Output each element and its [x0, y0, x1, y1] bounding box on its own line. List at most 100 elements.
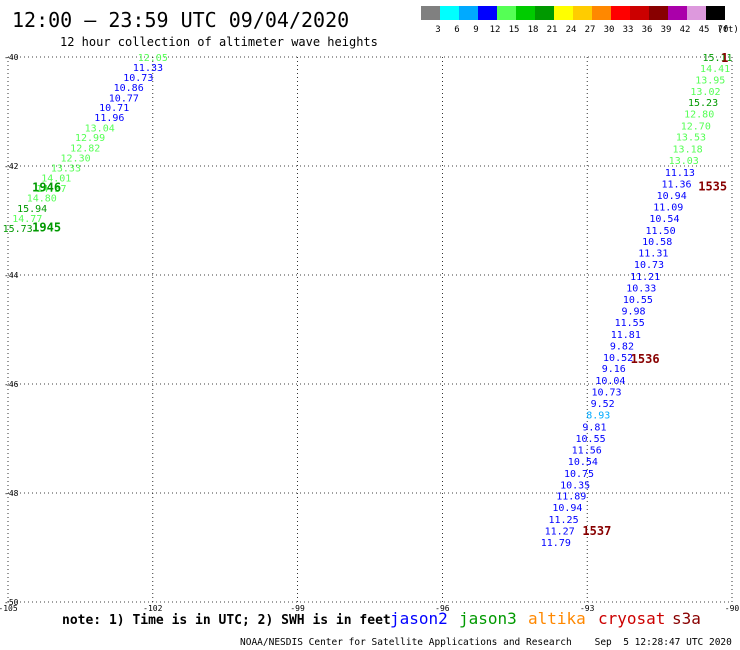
wave-height-points: 12.0511.3310.7310.8610.7710.7111.9613.04… — [3, 53, 733, 549]
legend-label: 45 — [699, 25, 710, 35]
legend-label: 30 — [604, 25, 615, 35]
wave-height-value: 10.86 — [114, 83, 144, 94]
wave-height-value: 11.55 — [615, 318, 645, 329]
satellite-label-jason3: jason3 — [459, 609, 517, 628]
lat-tick-label: -48 — [4, 489, 19, 498]
legend-swatch — [554, 6, 573, 20]
wave-height-value: 12.80 — [684, 110, 714, 121]
legend-label: 42 — [680, 25, 691, 35]
wave-height-value: 10.73 — [123, 73, 153, 84]
wave-height-value: 13.03 — [669, 156, 699, 167]
wave-height-value: 10.73 — [591, 388, 621, 399]
wave-height-value: 9.82 — [610, 341, 634, 352]
wave-height-value: 11.09 — [653, 202, 683, 213]
wave-height-value: 11.27 — [545, 527, 575, 538]
wave-height-value: 10.94 — [552, 503, 582, 514]
wave-height-value: 15.23 — [688, 98, 718, 109]
axis-labels: -40 -42 -44 -46 -48 -50-105 -102 -99 -96 -93 -90 — [0, 53, 739, 613]
wave-height-value: 10.75 — [564, 469, 594, 480]
wave-height-value: 10.55 — [576, 434, 606, 445]
lat-tick-label: -40 — [4, 53, 19, 62]
time-label: 1535 — [698, 180, 727, 194]
color-legend: 3 6 9 12 15 18 21 24 27 30 33 36 39 42 45 70(ft) — [421, 6, 739, 35]
wave-height-value: 10.54 — [649, 214, 679, 225]
wave-height-value: 11.56 — [572, 445, 602, 456]
wave-height-value: 15.11 — [702, 53, 732, 64]
wave-height-value: 12.82 — [70, 143, 100, 154]
wave-height-value: 10.71 — [99, 103, 129, 114]
lon-tick-label: -102 — [143, 604, 162, 613]
wave-height-value: 13.04 — [85, 123, 115, 134]
wave-height-value: 9.52 — [591, 399, 615, 410]
wave-height-value: 13.33 — [51, 164, 81, 175]
wave-height-value: 15.73 — [3, 224, 33, 235]
legend-label: 3 — [435, 25, 440, 35]
wave-height-value: 14.37 — [36, 184, 66, 195]
legend-label: 24 — [566, 25, 577, 35]
legend-swatch — [497, 6, 516, 20]
wave-height-value: 11.36 — [661, 179, 691, 190]
wave-height-value: 8.93 — [586, 411, 610, 422]
wave-height-value: 12.70 — [681, 122, 711, 133]
legend-label: 39 — [661, 25, 672, 35]
legend-label: 70 — [718, 25, 729, 35]
lon-tick-label: -90 — [725, 604, 740, 613]
wave-height-value: 13.18 — [673, 145, 703, 156]
lat-tick-label: -50 — [4, 598, 19, 607]
wave-height-value: 9.16 — [602, 364, 626, 375]
wave-height-value: 12.99 — [75, 133, 105, 144]
satellite-label-altika: altika — [528, 609, 586, 628]
legend-swatch — [668, 6, 687, 20]
wave-height-value: 15.94 — [17, 204, 47, 215]
wave-height-value: 14.80 — [27, 194, 57, 205]
legend-label: 33 — [623, 25, 634, 35]
legend-swatch — [421, 6, 440, 20]
chart-subtitle: 12 hour collection of altimeter wave hei… — [60, 35, 378, 49]
wave-height-value: 11.79 — [541, 538, 571, 549]
legend-label: 12 — [490, 25, 501, 35]
legend-swatch — [630, 6, 649, 20]
lat-tick-label: -44 — [4, 271, 19, 280]
wave-height-value: 9.98 — [621, 306, 645, 317]
wave-height-value: 10.33 — [626, 284, 656, 295]
legend-label: 6 — [454, 25, 459, 35]
wave-height-value: 11.21 — [630, 272, 660, 283]
footer-credit: NOAA/NESDIS Center for Satellite Applica… — [240, 637, 732, 648]
lon-tick-label: -99 — [290, 604, 305, 613]
legend-label: 15 — [509, 25, 520, 35]
satellite-label-cryosat: cryosat — [598, 609, 665, 628]
time-label: 1945 — [32, 220, 61, 234]
wave-height-value: 10.04 — [595, 376, 625, 387]
wave-height-value: 12.05 — [138, 53, 168, 64]
wave-height-value: 10.58 — [642, 237, 672, 248]
time-label: 1537 — [582, 524, 611, 538]
wave-height-value: 10.77 — [109, 93, 139, 104]
legend-swatch — [459, 6, 478, 20]
chart-title: 12:00 – 23:59 UTC 09/04/2020 — [12, 8, 349, 32]
legend-swatch — [592, 6, 611, 20]
wave-height-value: 11.33 — [133, 63, 163, 74]
legend-label: 9 — [473, 25, 478, 35]
wave-height-value: 13.02 — [690, 87, 720, 98]
wave-height-value: 10.54 — [568, 457, 598, 468]
lon-tick-label: -93 — [580, 604, 595, 613]
wave-height-value: 10.55 — [623, 295, 653, 306]
wave-height-value: 11.31 — [638, 249, 668, 260]
legend-swatch — [649, 6, 668, 20]
wave-height-value: 11.89 — [556, 492, 586, 503]
legend-swatch — [535, 6, 554, 20]
time-label: 1 — [721, 51, 728, 65]
wave-height-value: 14.41 — [700, 64, 730, 75]
legend-swatch — [611, 6, 630, 20]
legend-label: 36 — [642, 25, 653, 35]
lat-tick-label: -42 — [4, 162, 19, 171]
wave-height-value: 13.53 — [676, 133, 706, 144]
map-grid — [7, 56, 733, 603]
note-text: note: 1) Time is in UTC; 2) SWH is in fe… — [62, 613, 391, 628]
wave-height-value: 10.73 — [634, 260, 664, 271]
wave-height-value: 11.50 — [646, 226, 676, 237]
wave-height-value: 11.96 — [94, 113, 124, 124]
lon-tick-label: -105 — [0, 604, 18, 613]
time-label: 1536 — [631, 352, 660, 366]
